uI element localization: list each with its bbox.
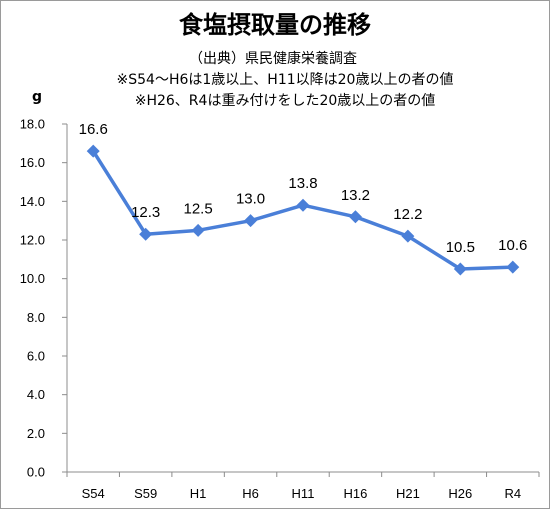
data-point-marker: [191, 223, 205, 237]
data-label: 12.3: [131, 204, 160, 221]
y-tick-label: 8.0: [27, 310, 45, 325]
chart-subtitle-note-2: ※H26、R4は重み付けをした20歳以上の者の値: [135, 93, 436, 109]
y-tick-label: 4.0: [27, 387, 45, 402]
x-tick-label: H6: [242, 486, 259, 501]
x-tick-label: R4: [504, 486, 521, 501]
data-point-marker: [453, 262, 467, 276]
data-label: 12.5: [184, 200, 213, 217]
data-point-marker: [86, 144, 100, 158]
chart-title: 食塩摂取量の推移: [179, 11, 371, 39]
x-tick-label: H21: [396, 486, 420, 501]
data-point-marker: [506, 260, 520, 274]
data-point-marker: [348, 210, 362, 224]
data-label: 13.2: [341, 187, 370, 204]
y-tick-label: 14.0: [20, 194, 45, 209]
x-tick-label: H11: [292, 486, 315, 501]
y-tick-label: 0.0: [27, 465, 45, 480]
chart-subtitle-source: （出典）県民健康栄養調査: [189, 50, 357, 67]
axes-layer: 0.0 2.0 4.0 6.0 8.0 10.0 12.0 14.0 16.0 18.0 S54 S5…: [20, 117, 540, 501]
data-point-marker: [401, 229, 415, 243]
data-point-marker: [244, 214, 258, 228]
data-point-marker: [139, 227, 153, 241]
marker-layer: [86, 144, 520, 276]
data-label: 12.2: [393, 206, 422, 223]
data-label: 10.5: [446, 239, 475, 256]
label-layer: 16.6 12.3 12.5 13.0 13.8 13.2 12.2 10.5 10.6: [79, 121, 528, 256]
y-axis-unit: g: [32, 89, 42, 105]
x-tick-label: H1: [190, 486, 207, 501]
chart-subtitle-note-1: ※S54～H6は1歳以上、H11以降は20歳以上の者の値: [117, 72, 454, 88]
y-tick-label: 18.0: [20, 117, 45, 132]
y-tick-label: 10.0: [20, 271, 45, 286]
y-tick-label: 12.0: [20, 233, 45, 248]
x-tick-label: H26: [448, 486, 472, 501]
x-tick-label: H16: [344, 486, 368, 501]
x-tick-label: S54: [82, 486, 105, 501]
data-label: 10.6: [498, 237, 527, 254]
y-tick-label: 2.0: [27, 426, 45, 441]
data-point-marker: [296, 198, 310, 212]
data-label: 13.8: [288, 175, 317, 192]
y-tick-label: 16.0: [20, 155, 45, 170]
data-label: 13.0: [236, 191, 265, 208]
x-tick-label: S59: [134, 486, 157, 501]
data-label: 16.6: [79, 121, 108, 138]
y-tick-label: 6.0: [27, 349, 45, 364]
